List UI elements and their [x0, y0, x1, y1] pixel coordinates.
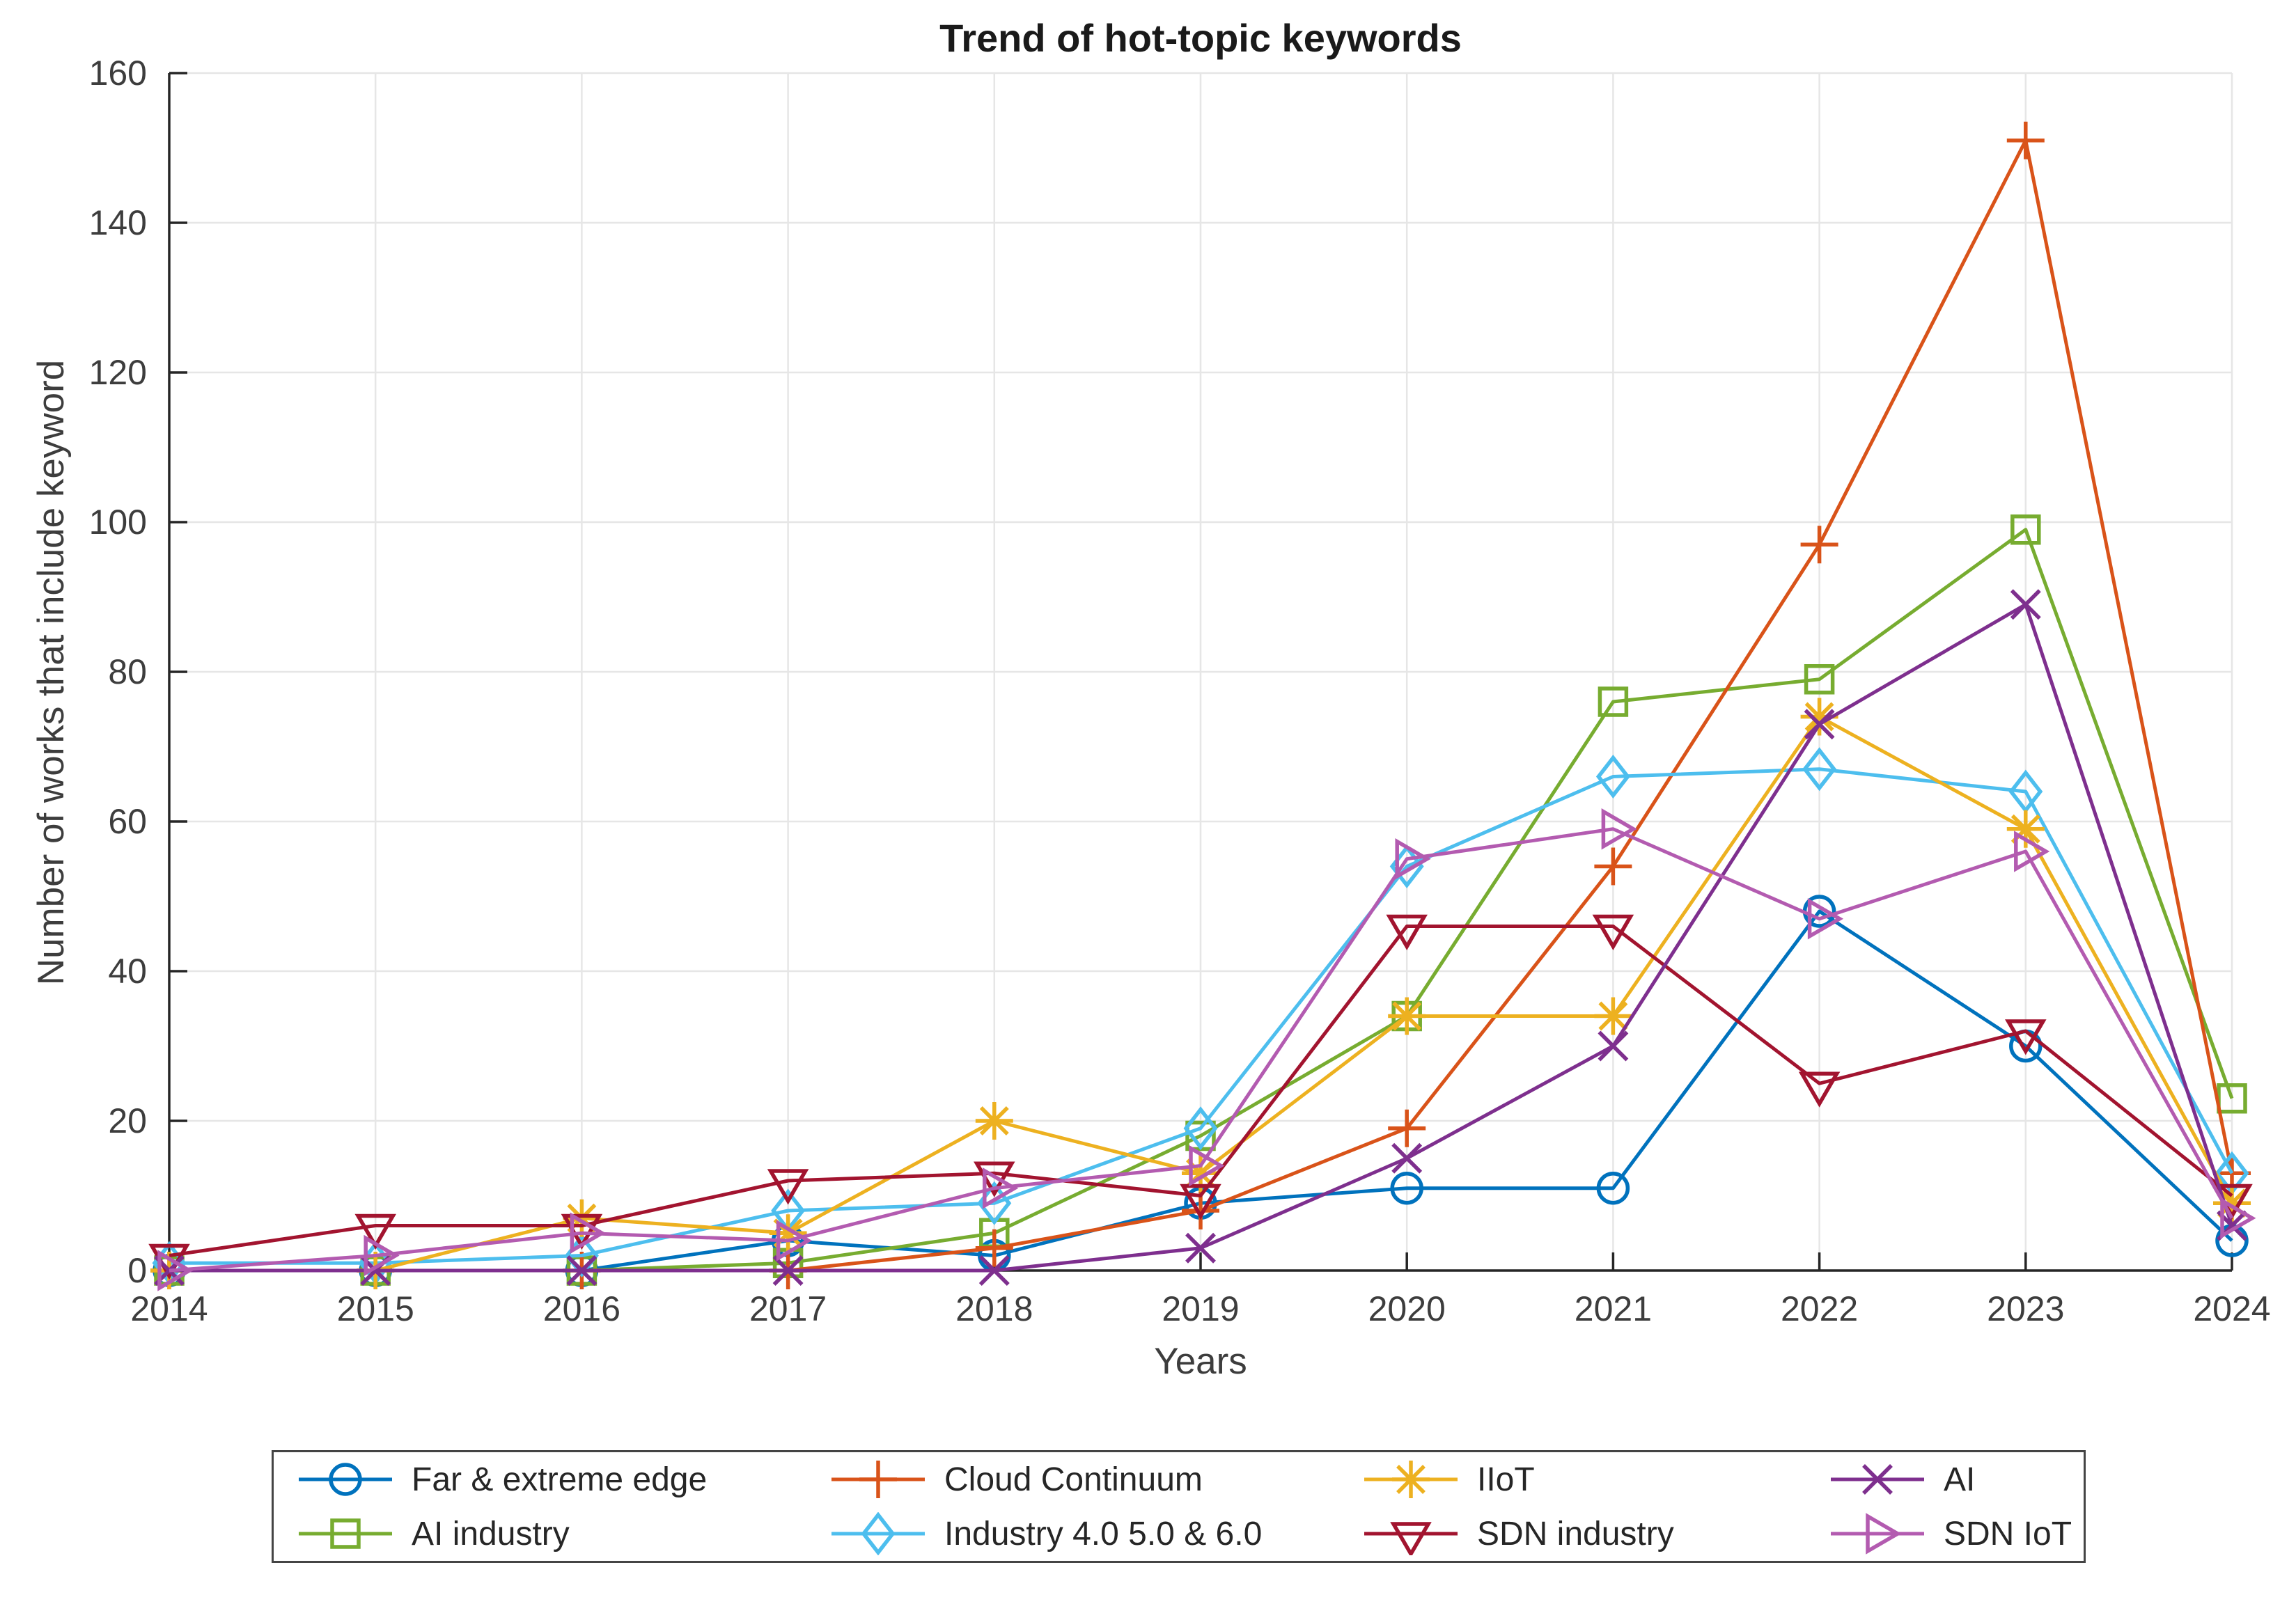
- legend-item-sdn-iot: SDN IoT: [1825, 1512, 2083, 1555]
- legend-label: AI industry: [412, 1515, 570, 1552]
- legend-label: SDN industry: [1477, 1515, 1674, 1552]
- x-tick-labels: 2014 2015 2016 2017 2018 2019 2020 2021 2022 2023…: [130, 1289, 2270, 1328]
- svg-text:160: 160: [89, 54, 147, 93]
- chart-title: Trend of hot-topic keywords: [939, 16, 1462, 60]
- trend-line-chart: 2014 2015 2016 2017 2018 2019 2020 2021 2022 2023…: [89, 54, 2271, 1328]
- legend-label: AI: [1944, 1461, 1976, 1498]
- legend-item-ai-industry: AI industry: [293, 1512, 826, 1555]
- legend-marker-triangle-down-icon: [1364, 1522, 1458, 1555]
- legend-marker-x-icon: [1831, 1464, 1924, 1495]
- y-axis-label: Number of works that include keyword: [31, 359, 72, 986]
- legend-item-iiot: IIoT: [1359, 1458, 1825, 1501]
- svg-text:2024: 2024: [2193, 1289, 2270, 1328]
- svg-text:2014: 2014: [130, 1289, 208, 1328]
- legend-label: Cloud Continuum: [944, 1461, 1203, 1498]
- legend-item-industry-4-0-5-0-6-0: Industry 4.0 5.0 & 6.0: [826, 1512, 1359, 1555]
- svg-text:2018: 2018: [955, 1289, 1033, 1328]
- legend-item-cloud-continuum: Cloud Continuum: [826, 1458, 1359, 1501]
- svg-text:20: 20: [108, 1101, 147, 1140]
- svg-text:2016: 2016: [543, 1289, 620, 1328]
- legend-item-ai: AI: [1825, 1458, 2083, 1501]
- x-axis-label: Years: [1154, 1341, 1247, 1382]
- legend-label: IIoT: [1477, 1461, 1535, 1498]
- svg-text:2022: 2022: [1781, 1289, 1858, 1328]
- y-tick-labels: 0 20 40 60 80 100 120 140 160: [89, 54, 147, 1290]
- svg-text:2019: 2019: [1162, 1289, 1239, 1328]
- svg-text:2020: 2020: [1368, 1289, 1446, 1328]
- svg-text:140: 140: [89, 203, 147, 242]
- legend: Far & extreme edge AI industry Cloud Conti…: [272, 1450, 2086, 1563]
- svg-text:60: 60: [108, 802, 147, 841]
- legend-marker-plus-icon: [831, 1461, 925, 1498]
- gridlines: [168, 72, 2233, 1271]
- legend-marker-circle-icon: [299, 1463, 392, 1496]
- legend-item-far-extreme-edge: Far & extreme edge: [293, 1458, 826, 1501]
- legend-marker-triangle-right-icon: [1831, 1513, 1924, 1555]
- legend-item-sdn-industry: SDN industry: [1359, 1512, 1825, 1555]
- legend-label: Industry 4.0 5.0 & 6.0: [944, 1515, 1263, 1552]
- svg-text:2015: 2015: [337, 1289, 414, 1328]
- svg-text:40: 40: [108, 952, 147, 991]
- legend-label: SDN IoT: [1944, 1515, 2072, 1552]
- legend-marker-diamond-icon: [831, 1512, 925, 1555]
- svg-text:120: 120: [89, 353, 147, 392]
- svg-text:80: 80: [108, 652, 147, 691]
- svg-text:2021: 2021: [1575, 1289, 1652, 1328]
- legend-marker-asterisk-icon: [1364, 1461, 1458, 1498]
- series-sdn-iot: [157, 808, 2256, 1291]
- svg-text:100: 100: [89, 503, 147, 542]
- svg-text:0: 0: [127, 1251, 147, 1290]
- legend-label: Far & extreme edge: [412, 1461, 708, 1498]
- svg-text:2023: 2023: [1987, 1289, 2064, 1328]
- legend-marker-square-icon: [299, 1518, 392, 1549]
- svg-text:2017: 2017: [749, 1289, 827, 1328]
